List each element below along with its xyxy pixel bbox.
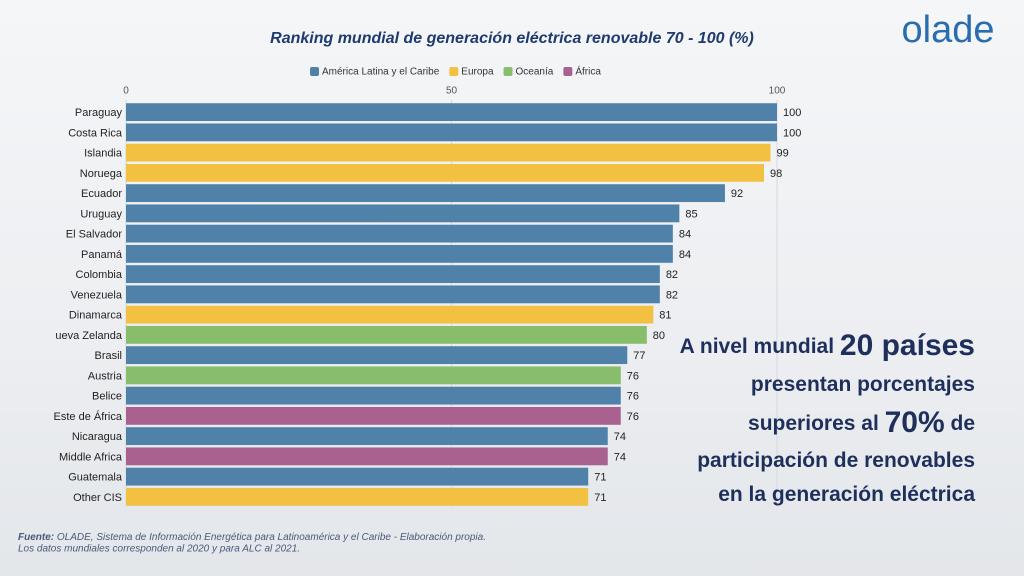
annotation-text: participación de renovables: [697, 449, 975, 472]
legend-swatch: [563, 67, 573, 76]
value-label: 76: [627, 411, 639, 423]
bar: [126, 305, 654, 324]
value-label: 71: [594, 492, 606, 504]
y-tick-label: Guatemala: [68, 472, 123, 484]
bar: [126, 406, 621, 425]
y-tick-label: Noruega: [80, 168, 123, 180]
annotation-line: superiores al 70% de: [748, 406, 975, 439]
logo: olade: [902, 9, 995, 51]
bar: [126, 325, 647, 344]
annotation-line: A nivel mundial 20 países: [680, 329, 975, 362]
annotation-line: participación de renovables: [697, 449, 975, 472]
legend-label: América Latina y el Caribe: [322, 67, 440, 78]
source: Fuente: OLADE, Sistema de Información En…: [18, 532, 486, 543]
y-tick-label: Colombia: [76, 269, 123, 281]
bar: [126, 103, 777, 122]
annotation-text: de: [945, 412, 975, 435]
value-label: 74: [614, 451, 626, 463]
value-label: 71: [594, 472, 606, 484]
value-label: 85: [685, 208, 697, 220]
value-label: 74: [614, 431, 626, 443]
bar: [126, 224, 673, 243]
bar: [126, 285, 660, 304]
y-tick-label: Dinamarca: [69, 310, 123, 322]
chart-title: Ranking mundial de generación eléctrica …: [270, 30, 754, 47]
y-tick-label: Nicaragua: [72, 431, 123, 443]
value-label: 76: [627, 391, 639, 403]
bar: [126, 123, 777, 142]
value-label: 92: [731, 188, 743, 200]
annotation-text: presentan porcentajes: [751, 373, 975, 396]
value-label: 100: [783, 127, 801, 139]
y-tick-label: Paraguay: [75, 107, 123, 119]
y-tick-label: Panamá: [81, 249, 123, 261]
bar: [126, 366, 621, 385]
plot: 0 50 100 Paraguay Costa Rica Islandia Noruega E…: [54, 86, 801, 507]
y-tick-label: Costa Rica: [68, 127, 123, 139]
value-label: 84: [679, 229, 691, 241]
legend-label: Europa: [461, 67, 494, 78]
value-label: 76: [627, 370, 639, 382]
y-tick-label: Este de África: [54, 410, 123, 423]
y-tick-label: Other CIS: [73, 492, 122, 504]
bar: [126, 346, 628, 365]
y-tick-label: Belice: [92, 391, 122, 403]
bar: [126, 265, 660, 284]
value-label: 82: [666, 289, 678, 301]
value-label: 77: [633, 350, 645, 362]
annotation-text: en la generación eléctrica: [718, 483, 975, 506]
bar: [126, 467, 589, 486]
annotation-emphasis: 20 países: [840, 329, 975, 362]
value-label: 100: [783, 107, 801, 119]
y-tick-label: ueva Zelanda: [55, 330, 123, 342]
legend-label: África: [575, 65, 601, 78]
y-tick-label: Islandia: [84, 148, 123, 160]
x-tick-label: 50: [446, 86, 458, 97]
bar: [126, 244, 673, 263]
annotation-line: presentan porcentajes: [751, 373, 975, 396]
annotation-emphasis: 70%: [885, 406, 945, 439]
annotation: A nivel mundial 20 países presentan porce…: [680, 329, 976, 506]
value-label: 82: [666, 269, 678, 281]
bar: [126, 487, 589, 506]
annotation-line: en la generación eléctrica: [718, 483, 975, 506]
value-label: 81: [659, 310, 671, 322]
value-label: 80: [653, 330, 665, 342]
annotation-text: A nivel mundial: [680, 335, 840, 358]
legend-label: Oceanía: [516, 67, 554, 78]
value-label: 84: [679, 249, 691, 261]
bar: [126, 447, 608, 466]
bar: [126, 184, 725, 203]
value-label: 99: [776, 148, 788, 160]
legend-swatch: [449, 67, 459, 76]
bar: [126, 386, 621, 405]
source-label: Fuente:: [18, 532, 54, 543]
bar: [126, 163, 764, 182]
bar: [126, 143, 771, 162]
value-label: 98: [770, 168, 782, 180]
y-tick-label: Venezuela: [71, 289, 123, 301]
x-tick-label: 100: [769, 86, 786, 97]
y-tick-label: Uruguay: [80, 208, 122, 220]
bar: [126, 427, 608, 446]
legend-swatch: [310, 67, 319, 76]
y-tick-label: Austria: [88, 370, 123, 382]
source-text: OLADE, Sistema de Información Energética…: [54, 532, 486, 543]
legend-swatch: [503, 67, 513, 76]
annotation-text: superiores al: [748, 412, 885, 435]
source-note: Los datos mundiales corresponden al 2020…: [18, 544, 300, 555]
legend: América Latina y el Caribe Europa Oceanía Á…: [310, 65, 601, 78]
x-tick-label: 0: [123, 86, 129, 97]
y-tick-label: Brasil: [94, 350, 122, 362]
y-tick-label: El Salvador: [66, 229, 123, 241]
y-tick-label: Middle Africa: [59, 451, 123, 463]
bar: [126, 204, 680, 223]
y-tick-label: Ecuador: [81, 188, 122, 200]
